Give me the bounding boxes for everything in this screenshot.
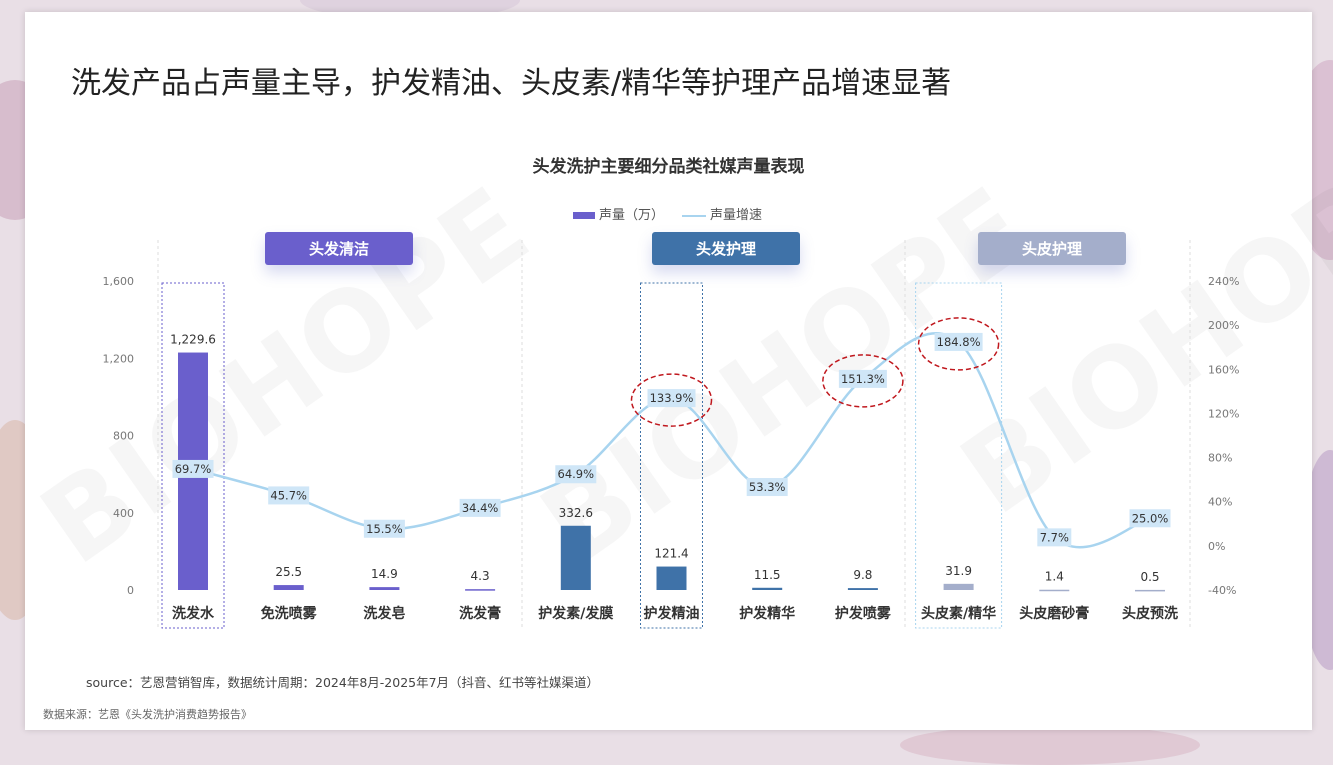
x-tick-label: 免洗喷雾 <box>261 605 318 622</box>
y-left-tick-label: 400 <box>113 507 134 520</box>
line-label-box <box>459 498 501 517</box>
bar-data-label: 1.4 <box>1045 570 1064 584</box>
bar-data-label: 31.9 <box>945 564 972 578</box>
line-data-label: 69.7% <box>175 462 212 476</box>
bar <box>369 587 400 590</box>
x-tick-label: 洗发水 <box>172 605 215 622</box>
footnote: 数据来源：艺恩《头发洗护消费趋势报告》 <box>43 708 252 721</box>
line-data-label: 184.8% <box>937 335 981 349</box>
y-right-tick-label: 240% <box>1208 275 1239 288</box>
line-label-box <box>363 519 405 538</box>
y-left-tick-label: 0 <box>127 584 134 597</box>
line-data-label: 7.7% <box>1040 530 1069 544</box>
page-title: 洗发产品占声量主导，护发精油、头皮素/精华等护理产品增速显著 <box>71 66 952 101</box>
bar <box>656 566 687 590</box>
x-tick-label: 洗发膏 <box>459 605 501 622</box>
chart-legend: 声量（万） 声量增速 <box>573 204 762 223</box>
bar-data-label: 121.4 <box>654 547 688 561</box>
group-label-scalpcare: 头皮护理 <box>978 232 1126 265</box>
line-label-box <box>746 478 788 497</box>
y-left-tick-label: 800 <box>113 430 134 443</box>
bar-data-label: 14.9 <box>371 567 398 581</box>
y-right-tick-label: 120% <box>1208 407 1239 420</box>
bar-data-label: 4.3 <box>471 569 490 583</box>
bar-data-label: 9.8 <box>853 568 872 582</box>
chart-title: 头发洗护主要细分品类社媒声量表现 <box>532 157 805 177</box>
legend-item-bar: 声量（万） <box>573 204 664 223</box>
x-tick-label: 护发喷雾 <box>835 605 892 622</box>
line-label-box <box>934 332 983 351</box>
y-right-tick-label: 160% <box>1208 363 1239 376</box>
line-label-box <box>268 486 310 505</box>
bar <box>273 585 304 590</box>
bar <box>752 587 783 590</box>
y-right-tick-label: 40% <box>1208 496 1232 509</box>
slide-card: BIOHOPE BIOHOPE BIOHOPE 洗发产品占声量主导，护发精油、头… <box>25 12 1312 730</box>
y-right-tick-label: 200% <box>1208 319 1239 332</box>
bar <box>847 588 878 590</box>
highlight-circle <box>917 317 1000 371</box>
bar <box>943 583 974 590</box>
highlight-circle <box>630 373 713 427</box>
bar <box>1135 589 1165 592</box>
line-label-box <box>172 459 214 478</box>
bar-data-label: 0.5 <box>1140 570 1159 584</box>
line-data-label: 45.7% <box>270 488 307 502</box>
line-label-box <box>555 465 597 484</box>
highlight-box <box>161 282 225 629</box>
bar-data-label: 1,229.6 <box>170 333 216 347</box>
x-tick-label: 头皮预洗 <box>1122 605 1178 622</box>
x-tick-label: 洗发皂 <box>363 605 405 622</box>
bar <box>1039 589 1070 592</box>
x-tick-label: 护发精华 <box>739 605 795 622</box>
line-data-label: 64.9% <box>558 467 595 481</box>
y-left-tick-label: 1,600 <box>103 275 135 288</box>
bar <box>560 525 591 590</box>
line-data-label: 25.0% <box>1132 511 1169 525</box>
legend-item-line: 声量增速 <box>682 204 762 223</box>
line-label-box <box>1037 528 1072 547</box>
line-data-label: 133.9% <box>650 391 694 405</box>
bar-data-label: 332.6 <box>559 506 593 520</box>
group-label-haircare: 头发护理 <box>652 232 800 265</box>
highlight-box <box>640 282 703 629</box>
x-tick-label: 头皮磨砂膏 <box>1019 605 1089 622</box>
highlight-box <box>915 282 1003 629</box>
group-label-cleansing: 头发清洁 <box>265 232 413 265</box>
y-right-tick-label: 80% <box>1208 452 1232 465</box>
bar <box>465 589 496 591</box>
y-left-tick-label: 1,200 <box>103 352 135 365</box>
source-note: source：艺恩营销智库，数据统计周期：2024年8月-2025年7月（抖音、… <box>86 675 600 690</box>
line-label-box <box>1129 509 1171 528</box>
bar-data-label: 11.5 <box>754 568 781 582</box>
line-data-label: 53.3% <box>749 480 786 494</box>
line-data-label: 151.3% <box>841 372 885 386</box>
line-data-label: 15.5% <box>366 522 403 536</box>
line-data-label: 34.4% <box>462 501 499 515</box>
highlight-circle <box>822 354 904 408</box>
line-label-box <box>647 389 696 408</box>
x-tick-label: 护发精油 <box>644 605 700 622</box>
y-right-tick-label: 0% <box>1208 540 1225 553</box>
growth-line <box>192 331 1151 549</box>
x-tick-label: 护发素/发膜 <box>538 605 613 622</box>
x-tick-label: 头皮素/精华 <box>921 605 996 622</box>
bar-data-label: 25.5 <box>275 565 302 579</box>
y-right-tick-label: -40% <box>1208 584 1236 597</box>
line-label-box <box>838 369 887 388</box>
